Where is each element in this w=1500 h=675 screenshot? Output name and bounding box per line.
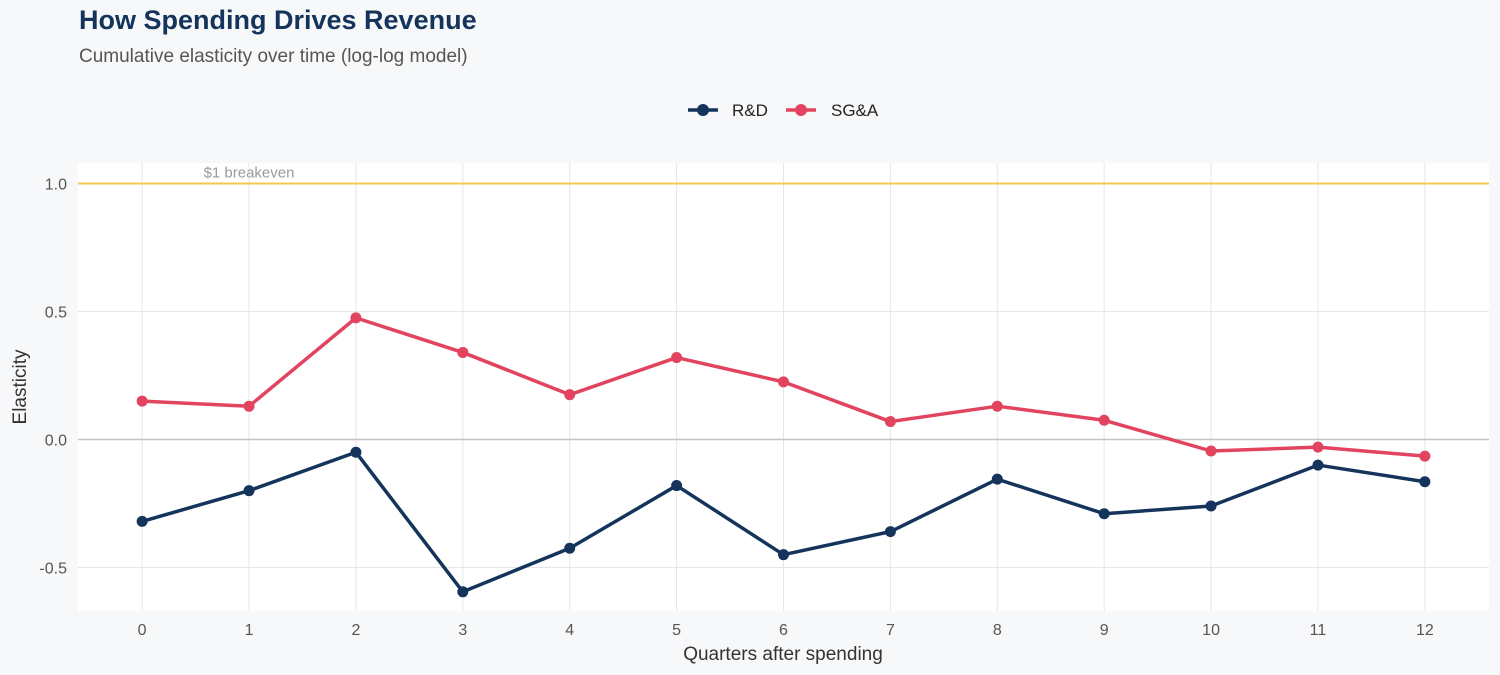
x-tick-label: 12 <box>1416 622 1434 639</box>
chart-title: How Spending Drives Revenue <box>79 5 477 35</box>
data-point-rd <box>136 515 148 527</box>
data-point-sga <box>243 400 255 412</box>
y-tick-label: 0.5 <box>45 304 67 321</box>
data-point-sga <box>457 346 469 358</box>
x-tick-label: 0 <box>138 622 147 639</box>
y-axis-title: Elasticity <box>10 349 31 424</box>
chart-subtitle: Cumulative elasticity over time (log-log… <box>79 46 468 67</box>
data-point-rd <box>1205 500 1217 512</box>
data-point-rd <box>1098 508 1110 520</box>
data-point-sga <box>1098 414 1110 426</box>
x-tick-label: 8 <box>993 622 1002 639</box>
data-point-sga <box>991 400 1003 412</box>
y-axis-ticks: -0.5 0.0 0.5 1.0 <box>39 176 67 577</box>
data-point-sga <box>350 312 362 324</box>
legend-marker-sga <box>795 104 807 116</box>
data-point-rd <box>457 586 469 598</box>
legend-item-rd: R&D <box>688 101 768 120</box>
x-tick-label: 2 <box>351 622 360 639</box>
data-point-sga <box>136 395 148 407</box>
data-point-rd <box>350 446 362 458</box>
legend-marker-rd <box>697 104 709 116</box>
data-point-rd <box>1312 459 1324 471</box>
y-tick-label: -0.5 <box>39 560 67 577</box>
x-tick-label: 3 <box>458 622 467 639</box>
reference-line-group: $1 breakeven <box>78 164 1489 185</box>
x-tick-label: 5 <box>672 622 681 639</box>
x-tick-label: 9 <box>1100 622 1109 639</box>
y-tick-label: 1.0 <box>45 176 67 193</box>
legend: R&D SG&A <box>688 101 879 120</box>
x-tick-label: 11 <box>1310 622 1327 639</box>
series-group <box>136 312 1431 598</box>
data-point-sga <box>1205 445 1217 457</box>
legend-label-sga: SG&A <box>831 101 879 120</box>
data-point-rd <box>243 485 255 497</box>
data-point-sga <box>564 389 576 401</box>
data-point-sga <box>671 352 683 364</box>
x-axis-title: Quarters after spending <box>683 644 883 665</box>
legend-item-sga: SG&A <box>786 101 879 120</box>
breakeven-label: $1 breakeven <box>204 164 295 181</box>
x-tick-label: 6 <box>779 622 788 639</box>
y-tick-label: 0.0 <box>45 432 67 449</box>
data-point-sga <box>884 416 896 428</box>
data-point-sga <box>1419 450 1431 462</box>
data-point-rd <box>884 526 896 538</box>
x-axis-ticks: 0 1 2 3 4 5 6 7 8 9 10 11 12 <box>138 622 1434 639</box>
x-tick-label: 1 <box>245 622 254 639</box>
data-point-sga <box>778 376 789 388</box>
x-tick-label: 4 <box>565 622 574 639</box>
data-point-rd <box>1419 476 1431 488</box>
data-point-rd <box>991 473 1003 485</box>
data-point-rd <box>671 480 683 492</box>
x-tick-label: 10 <box>1202 622 1220 639</box>
legend-label-rd: R&D <box>732 101 768 120</box>
data-point-sga <box>1312 441 1324 453</box>
x-tick-label: 7 <box>886 622 895 639</box>
data-point-rd <box>778 549 789 561</box>
data-point-rd <box>564 542 576 554</box>
